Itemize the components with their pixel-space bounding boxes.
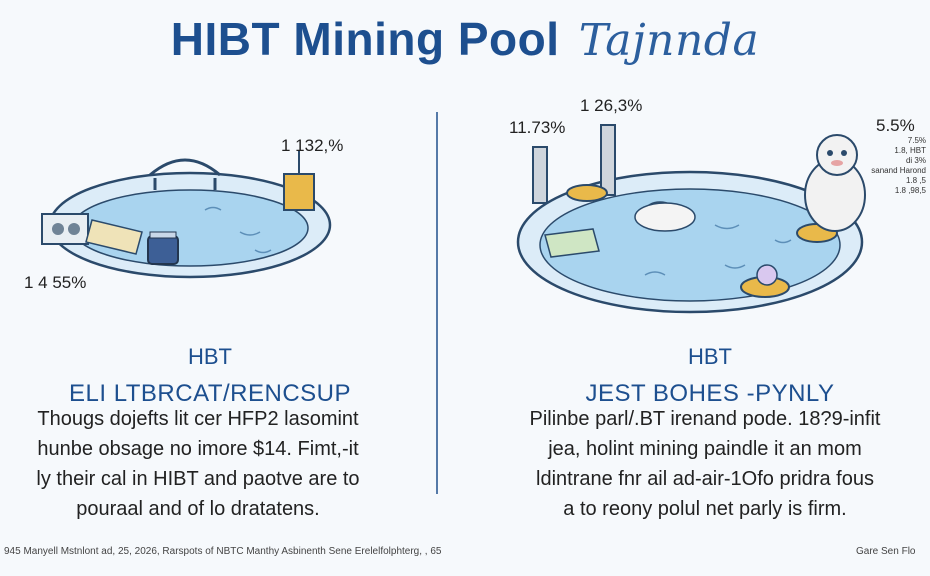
right-mini-legend: 7.5% 1.8, HBT di 3% sanand Harond 1.8 ,5… [866, 136, 926, 196]
paragraph-line: ly their cal in HIBT and paotve are to [36, 468, 360, 490]
paragraph-line: pouraal and of lo dratatens. [76, 498, 320, 520]
mini-line: 1.8 ,5 [905, 176, 926, 185]
right-paragraph: Pilinbe parl/.BT irenand pode. 18?9-infi… [490, 404, 920, 524]
right-subheading: JEST BOHES -PYNLY [585, 380, 835, 407]
cash-icon [544, 228, 600, 258]
yeti-mascot-icon [804, 134, 866, 232]
left-heading: HBT [188, 344, 232, 369]
pool-ladder-icon [149, 158, 221, 190]
paragraph-line: jea, holint mining paindle it an mom [548, 438, 862, 460]
mini-line: 1.8 ,98,5 [894, 186, 926, 195]
mini-line: di 3% [905, 156, 926, 165]
center-divider [436, 112, 438, 494]
paragraph-line: Pilinbe parl/.BT irenand pode. 18?9-infi… [529, 408, 881, 430]
left-subheading: ELI LTBRCAT/RENCSUP [69, 380, 351, 407]
left-paragraph: Thougs dojefts lit cer HFP2 lasomint hun… [8, 404, 388, 524]
footer-text-right: Gare Sen Flo [856, 546, 916, 557]
gold-block-icon [283, 150, 315, 211]
page-title: HIBT Mining Pool Tajnnda [0, 12, 930, 66]
left-water-ripple [204, 206, 272, 254]
left-pct-top: 1 132,% [281, 136, 344, 155]
right-pct-c: 5.5% [876, 116, 915, 135]
right-pct-a: 11.73% [509, 118, 566, 137]
title-script: Tajnnda [578, 15, 760, 66]
right-heading: HBT [688, 344, 732, 369]
pillar-left [532, 146, 548, 204]
crypto-jar-icon [147, 231, 179, 265]
mini-line: 1.8, HBT [894, 146, 926, 155]
paragraph-line: hunbe obsage no imore $14. Fimt,-it [37, 438, 359, 460]
left-heading-block: HBT ELI LTBRCAT/RENCSUP [20, 344, 400, 408]
gold-coin-stack [566, 184, 608, 202]
pillar-right [600, 124, 616, 196]
duck-float-icon [740, 264, 790, 298]
right-pool-illustration [516, 124, 866, 314]
title-main: HIBT Mining Pool [170, 13, 560, 65]
mining-rig-icon [41, 213, 89, 245]
paragraph-line: a to reony polul net parly is firm. [563, 498, 847, 520]
left-pct-bottom: 1 4 55% [24, 273, 87, 292]
right-pct-b: 1 26,3% [580, 96, 643, 115]
banknote-icon [85, 219, 143, 255]
floating-ring [634, 202, 696, 232]
left-pool-illustration [41, 150, 332, 279]
footer-text-left: 945 Manyell Mstnlont ad, 25, 2026, Rarsp… [4, 546, 442, 557]
right-heading-block: HBT JEST BOHES -PYNLY [500, 344, 920, 408]
paragraph-line: Thougs dojefts lit cer HFP2 lasomint [37, 408, 359, 430]
paragraph-line: ldintrane fnr ail ad-air-1Ofo pridra fou… [536, 468, 874, 490]
mini-line: 7.5% [907, 136, 926, 145]
right-water-ripple [644, 224, 792, 276]
mini-line: sanand Harond [871, 166, 926, 175]
